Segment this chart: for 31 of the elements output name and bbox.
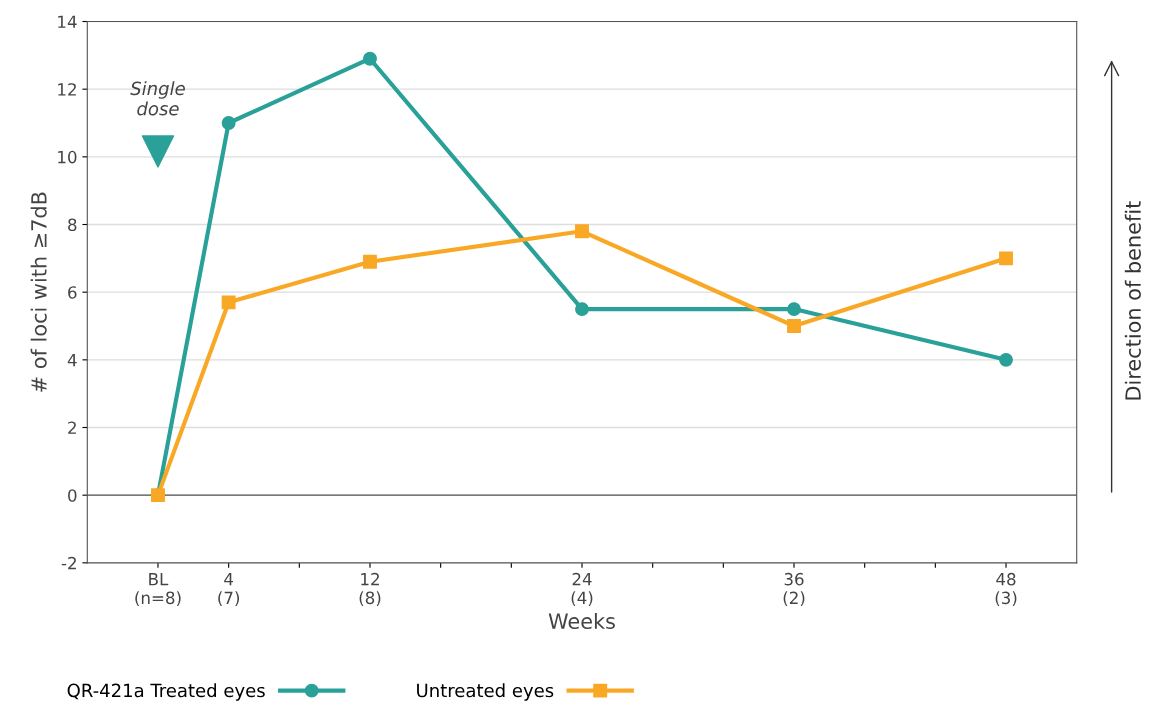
point bbox=[575, 224, 589, 239]
y-tick-label: 10 bbox=[58, 150, 77, 164]
y-tick-label: 12 bbox=[58, 83, 76, 96]
legend-label: Untreated eyes bbox=[417, 683, 554, 701]
y-tick-label: 14 bbox=[58, 15, 77, 28]
x-tick-label: 12 (8) bbox=[359, 572, 381, 607]
y-tick-label: 0 bbox=[68, 489, 77, 502]
point bbox=[221, 116, 236, 130]
x-tick-label: 36 (2) bbox=[783, 572, 805, 607]
y-tick-label: 2 bbox=[68, 421, 76, 434]
point bbox=[999, 352, 1013, 367]
point bbox=[221, 295, 236, 310]
point bbox=[363, 51, 377, 66]
y-tick-label: 8 bbox=[68, 218, 77, 232]
x-axis-title: Weeks bbox=[548, 612, 615, 630]
point bbox=[787, 319, 801, 333]
point bbox=[787, 302, 801, 317]
y-tick-label: 6 bbox=[68, 286, 77, 299]
legend-label: QR-421a Treated eyes bbox=[67, 683, 265, 701]
text: Direction of benefit bbox=[1124, 201, 1141, 400]
y-tick-label: 4 bbox=[67, 354, 77, 367]
x-tick-label: BL (n=8) bbox=[135, 573, 181, 607]
x-tick-label: 24 (4) bbox=[571, 572, 593, 607]
y-tick-label: -2 bbox=[61, 556, 76, 570]
x-tick-label: 4 (7) bbox=[218, 573, 240, 607]
annotation: Single dose bbox=[130, 81, 185, 116]
x-tick-label: 48 (3) bbox=[995, 572, 1017, 607]
point bbox=[363, 254, 377, 269]
point bbox=[999, 251, 1013, 266]
point bbox=[575, 302, 589, 317]
y-axis-title: # of loci with ≥7dB bbox=[30, 192, 47, 392]
